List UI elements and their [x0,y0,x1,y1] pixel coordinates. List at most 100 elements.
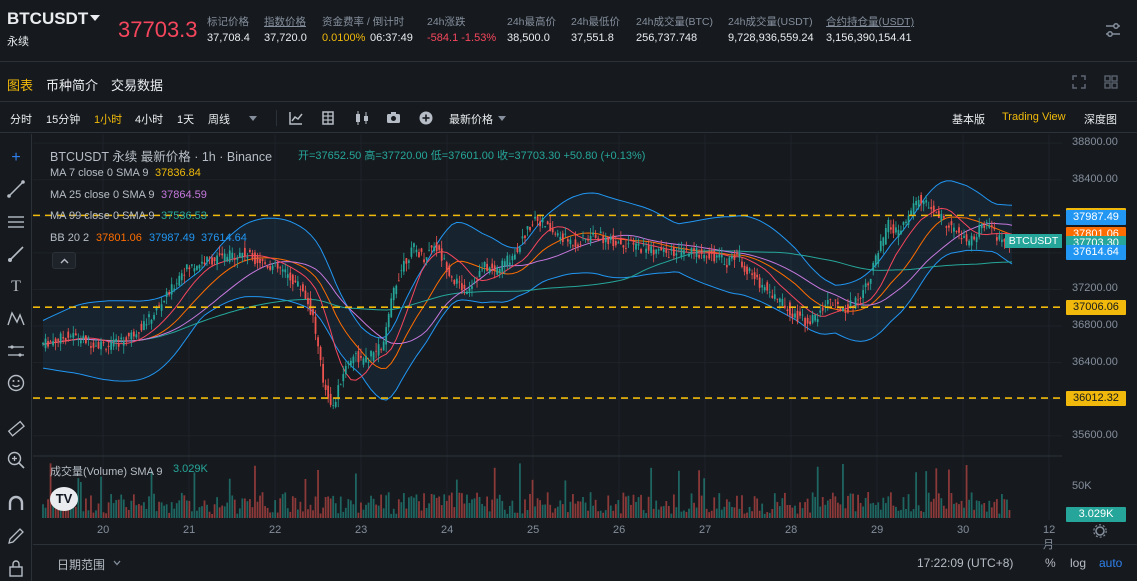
auto-scale-toggle[interactable]: auto [1099,556,1123,570]
tab-chart[interactable]: 图表 [7,78,34,93]
tab-trading-data[interactable]: 交易数据 [111,78,164,93]
price-chart[interactable] [33,134,1062,520]
candle-body [622,245,625,248]
add-circle-icon[interactable] [419,111,433,125]
stat-label-oi[interactable]: 合约持仓量(USDT) [826,16,915,28]
candle-body [382,341,385,351]
interval-1d[interactable]: 1天 [177,114,195,126]
candle-body [710,250,713,254]
tradingview-logo-icon[interactable]: TV [50,487,78,511]
ma7-label: MA 7 close 0 SMA 9 [50,167,149,179]
candle-body [95,345,97,347]
interval-1h[interactable]: 1小时 [94,114,123,126]
candle-body [455,278,458,284]
volume-bar [978,501,981,518]
volume-bar [809,512,812,518]
volume-bar [594,499,597,518]
emoji-icon[interactable] [6,373,26,393]
view-basic[interactable]: 基本版 [952,114,985,126]
template-grid-icon[interactable] [321,111,335,125]
candle-body [433,246,436,252]
camera-icon[interactable] [386,111,401,124]
view-trading-view[interactable]: Trading View [1002,111,1066,123]
candle-body [158,304,160,306]
indicator-icon[interactable] [289,111,303,125]
interval-more-icon[interactable] [249,116,257,121]
collapse-legend-button[interactable] [52,252,76,269]
candle-body [887,219,890,233]
candle-body [291,274,294,285]
clock-display[interactable]: 17:22:09 (UTC+8) [917,556,1014,570]
date-range-chevron-icon[interactable] [113,560,121,566]
stat-label-index[interactable]: 指数价格 [264,16,306,28]
candle-body [869,278,872,284]
candle-body [985,222,988,223]
percent-scale-toggle[interactable]: % [1045,556,1056,570]
candle-body [87,337,90,339]
volume-bar [382,508,385,518]
pattern-icon[interactable] [6,309,26,329]
trend-line-icon[interactable] [6,179,26,199]
candle-body [387,313,390,328]
brush-icon[interactable] [6,244,26,264]
time-axis[interactable]: 20 21 22 23 24 25 26 27 28 29 30 12月 [33,520,1062,551]
candle-body [607,237,610,245]
prediction-icon[interactable] [6,341,26,361]
volume-bar [450,492,453,518]
candle-body [170,284,173,295]
candle-body [418,252,420,258]
price-tag: 36012.32 [1066,391,1126,407]
ruler-icon[interactable] [6,419,26,439]
layout-grid-icon[interactable] [1104,75,1118,89]
crosshair-icon[interactable]: + [11,149,21,166]
horizontal-lines-icon[interactable] [6,212,26,232]
candle-body [498,268,501,274]
zoom-in-icon[interactable] [6,450,26,470]
interval-15m[interactable]: 15分钟 [46,114,81,126]
candle-body [763,287,766,291]
interval-1w[interactable]: 周线 [208,114,230,126]
candle-body [143,321,145,331]
volume-bar [185,500,188,518]
fullscreen-icon[interactable] [1072,75,1086,89]
volume-bar [655,500,658,518]
magnet-icon[interactable] [6,494,26,514]
interval-4h[interactable]: 4小时 [135,114,164,126]
price-type-select[interactable]: 最新价格 [449,114,493,126]
candle-type-icon[interactable] [354,111,370,125]
interval-timeline[interactable]: 分时 [10,114,32,126]
volume-bar [501,500,504,518]
stat-label-high: 24h最高价 [507,16,557,28]
volume-bar [238,508,241,518]
volume-bar [985,511,988,518]
bb-lower-value: 37614.64 [201,232,247,244]
volume-bar [264,506,266,518]
log-scale-toggle[interactable]: log [1070,556,1087,570]
candle-body [617,242,620,244]
price-axis[interactable]: 38800.0038400.0038000.0037600.0037200.00… [1062,134,1137,520]
chart-settings-gear-icon[interactable] [1093,524,1107,538]
settings-sliders-icon[interactable] [1105,22,1121,38]
candle-body [708,251,711,259]
candle-body [799,311,801,316]
symbol-dropdown-icon[interactable] [90,15,100,21]
candle-body [397,280,400,282]
lock-icon[interactable] [6,558,26,578]
candle-body [551,228,554,233]
text-tool-icon[interactable]: T [11,278,21,295]
volume-bar [269,512,271,518]
volume-bar [390,513,393,518]
volume-bar [700,495,703,518]
volume-bar [150,471,153,518]
date-range-button[interactable]: 日期范围 [57,558,106,572]
tab-coin-info[interactable]: 币种简介 [46,78,99,93]
volume-bar [362,509,365,518]
volume-bar [140,505,143,518]
symbol-selector[interactable]: BTCUSDT [7,9,89,28]
bb-basis-value: 37801.06 [96,232,142,244]
price-type-dropdown-icon[interactable] [498,116,506,121]
volume-bar [160,502,163,518]
candle-body [789,302,791,316]
pencil-lock-icon[interactable] [6,526,26,546]
view-depth[interactable]: 深度图 [1084,114,1117,126]
